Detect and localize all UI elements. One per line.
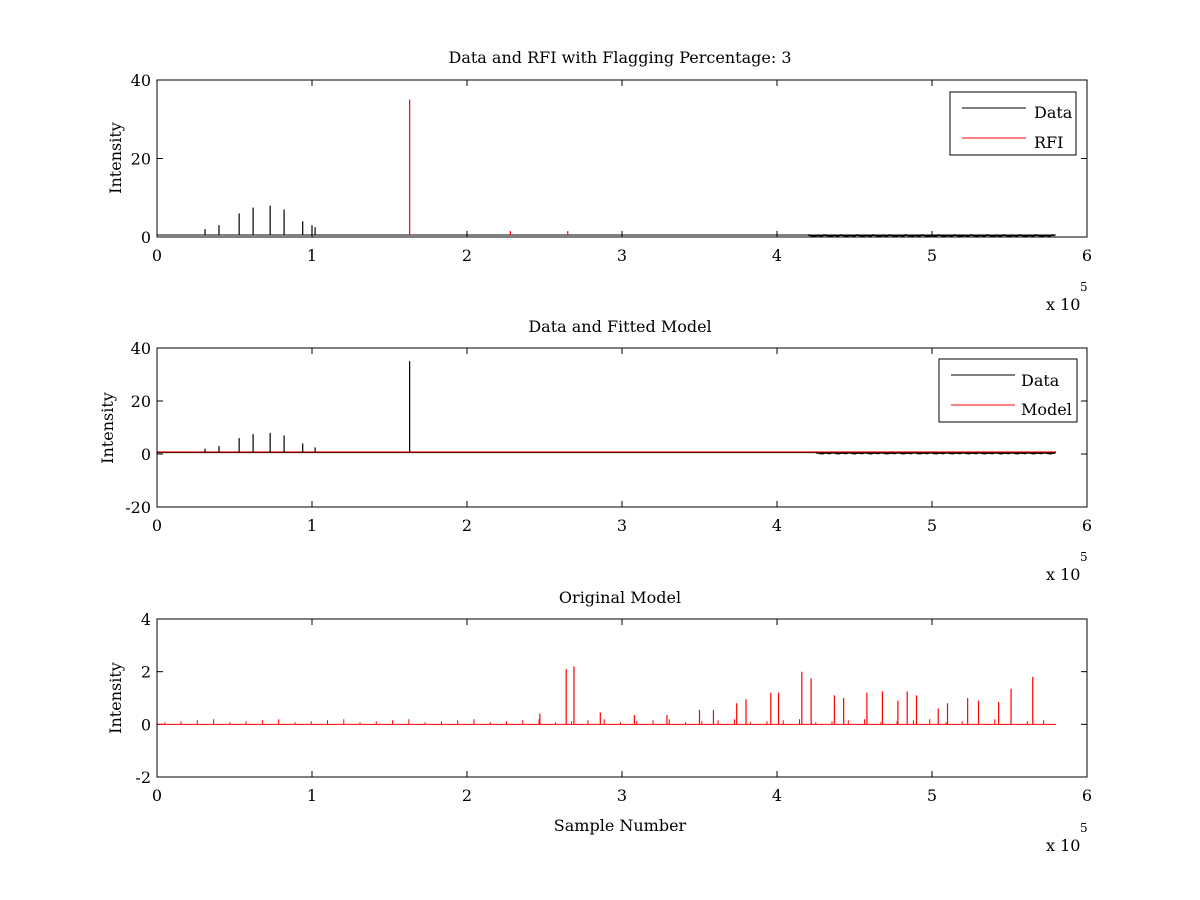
panel-1-xtick-label-0: 0 (152, 246, 162, 265)
panel-3-title: Original Model (559, 588, 681, 607)
panel-2-xtick-label-6: 6 (1082, 516, 1092, 535)
panel-2-xtick-label-3: 3 (617, 516, 627, 535)
panel-2-legend-model-label: Model (1021, 400, 1072, 419)
panel-1-ytick-label-20: 20 (131, 150, 151, 169)
panel-1: Data and RFI with Flagging Percentage: 3… (106, 48, 1092, 314)
panel-2-ytick-label-20: 20 (131, 392, 151, 411)
panel-2-data-noise (815, 451, 1056, 455)
panel-3-ytick-label-0: 0 (141, 715, 151, 734)
panel-3-model-bumps (164, 719, 1045, 725)
panel-2-ylabel: Intensity (98, 392, 117, 464)
panel-1-legend-rfi-label: RFI (1034, 133, 1063, 152)
panel-2-legend-box (938, 358, 1078, 423)
panel-2-axes-box (156, 347, 1088, 508)
panel-3-xtick-label-3: 3 (617, 786, 627, 805)
panel-3-ylabel: Intensity (106, 662, 125, 734)
panel-1-ylabel: Intensity (106, 122, 125, 194)
panel-3-xtick-label-2: 2 (462, 786, 472, 805)
panel-1-xtick-label-2: 2 (462, 246, 472, 265)
panel-3-xlabel: Sample Number (554, 816, 687, 835)
panel-3-axes-box (156, 618, 1088, 778)
panel-2: Data and Fitted Model Intensity 0 1 2 3 4 5 6 -… (98, 317, 1092, 584)
panel-1-xtick-label-6: 6 (1082, 246, 1092, 265)
panel-3-x-multiplier: x 10 (1046, 836, 1080, 855)
panel-1-xtick-label-5: 5 (927, 246, 937, 265)
panel-1-data-noise (807, 234, 1055, 237)
panel-1-x-multiplier-exponent: 5 (1080, 280, 1088, 294)
panel-2-xtick-label-4: 4 (772, 516, 782, 535)
panel-3-xtick-label-5: 5 (927, 786, 937, 805)
panel-2-x-multiplier: x 10 (1046, 565, 1080, 584)
panel-2-xtick-label-5: 5 (927, 516, 937, 535)
panel-2-xtick-label-1: 1 (307, 516, 317, 535)
panel-1-title: Data and RFI with Flagging Percentage: 3 (448, 48, 791, 67)
panel-3-xtick-label-6: 6 (1082, 786, 1092, 805)
panel-1-xtick-label-3: 3 (617, 246, 627, 265)
panel-2-ytick-label--20: -20 (125, 498, 151, 517)
panel-3-xtick-label-4: 4 (772, 786, 782, 805)
panel-2-legend: Data Model (938, 358, 1078, 423)
panel-2-title: Data and Fitted Model (528, 317, 711, 336)
panel-2-xtick-label-0: 0 (152, 516, 162, 535)
panel-2-ytick-label-40: 40 (131, 339, 151, 358)
panel-1-legend-box (949, 91, 1077, 156)
panel-3-x-multiplier-exponent: 5 (1080, 821, 1088, 835)
panel-2-legend-data-label: Data (1021, 371, 1060, 390)
panel-2-x-multiplier-exponent: 5 (1080, 550, 1088, 564)
panel-1-ytick-label-0: 0 (141, 228, 151, 247)
panel-2-xtick-label-2: 2 (462, 516, 472, 535)
panel-1-ytick-label-40: 40 (131, 71, 151, 90)
panel-3-ytick-label-2: 2 (141, 663, 151, 682)
panel-1-xtick-label-4: 4 (772, 246, 782, 265)
panel-3-xtick-label-1: 1 (307, 786, 317, 805)
panel-1-legend: Data RFI (949, 91, 1077, 156)
panel-1-legend-data-label: Data (1034, 103, 1073, 122)
panel-3-ytick-label-4: 4 (141, 610, 151, 629)
panel-1-xtick-label-1: 1 (307, 246, 317, 265)
panel-3-ytick-label--2: -2 (135, 768, 151, 787)
panel-2-ytick-label-0: 0 (141, 445, 151, 464)
panel-1-axes-box (156, 79, 1088, 238)
panel-3-xtick-label-0: 0 (152, 786, 162, 805)
panel-1-x-multiplier: x 10 (1046, 295, 1080, 314)
